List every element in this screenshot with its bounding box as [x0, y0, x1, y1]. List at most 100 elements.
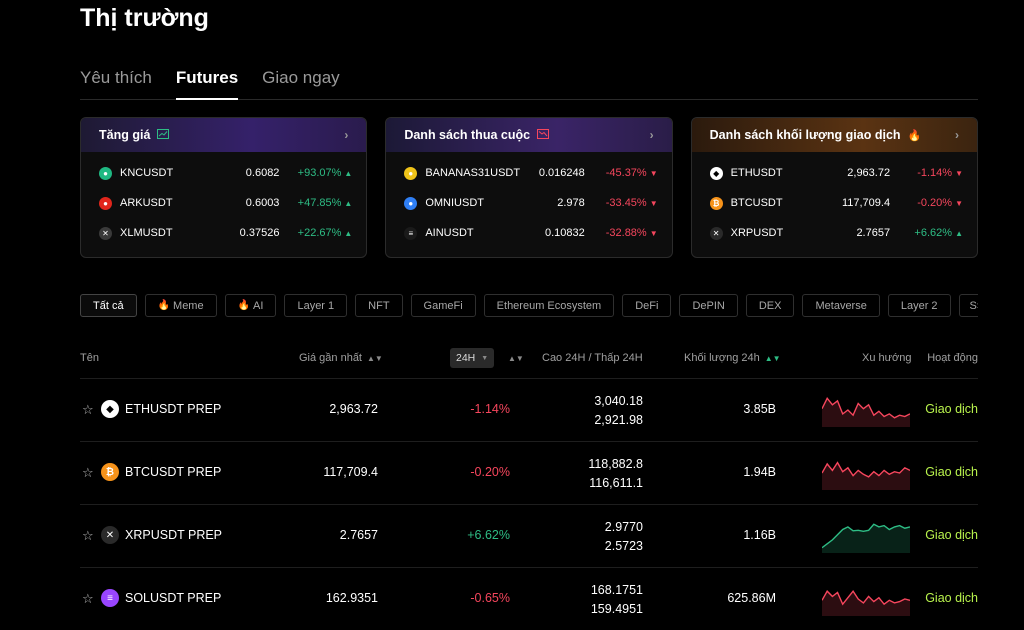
tab-futures[interactable]: Futures [175, 66, 239, 100]
list-item[interactable]: ● BANANAS31USDT 0.016248 -45.37% ▼ [404, 158, 658, 188]
chevron-right-icon: › [954, 128, 959, 142]
page-title: Thị trường [80, 4, 209, 32]
low-24h: 159.4951 [590, 602, 643, 616]
col-volume[interactable]: Khối lượng 24h ▲▼ [684, 352, 781, 364]
symbol: XRPUSDT PREP [125, 528, 223, 542]
filter-chip[interactable]: NFT [355, 294, 403, 317]
trade-link[interactable]: Giao dịch [925, 465, 978, 479]
filter-chip[interactable]: Layer 1 [284, 294, 348, 317]
change-percent: -0.20% [470, 465, 510, 479]
low-24h: 116,611.1 [589, 476, 643, 490]
filter-chip[interactable]: S › [958, 294, 978, 317]
volume-card-title: Danh sách khối lượng giao dịch [709, 128, 901, 142]
table-row[interactable]: ☆ ◆ ETHUSDT PREP 2,963.72 -1.14% 3,040.18 2,92… [80, 378, 978, 441]
table-row[interactable]: ☆ ✕ XRPUSDT PREP 2.7657 +6.62% 2.9770 2.5723 1.… [80, 504, 978, 567]
trade-link[interactable]: Giao dịch [925, 402, 978, 416]
col-last-price[interactable]: Giá gần nhất ▲▼ [299, 352, 383, 364]
price: 2.7657 [856, 227, 891, 239]
period-select[interactable]: 24H ▼ [450, 348, 494, 368]
filter-chip[interactable]: Tất cả [80, 294, 137, 317]
change-percent: -0.20% [917, 197, 953, 209]
losers-card-header[interactable]: Danh sách thua cuộc › [386, 118, 672, 152]
arrow-down-icon: ▼ [955, 198, 963, 208]
filter-chip[interactable]: Ethereum Ecosystem [483, 294, 615, 317]
chevron-down-icon: ▼ [481, 354, 489, 362]
filter-chip-label: Meme [173, 299, 204, 312]
bananas-icon: ● [404, 166, 418, 180]
tab-spot[interactable]: Giao ngay [262, 68, 340, 87]
star-icon[interactable]: ☆ [82, 402, 94, 417]
symbol: XLMUSDT [120, 227, 173, 239]
change-percent: +47.85% [297, 197, 342, 209]
price: 117,709.4 [841, 197, 891, 209]
low-24h: 2,921.98 [594, 413, 643, 427]
volume-list: ◆ ETHUSDT 2,963.72 -1.14% ▼ ₿ BTCUSDT 117,709.4… [692, 152, 977, 248]
knc-icon: ● [99, 166, 112, 180]
list-item[interactable]: ₿ BTCUSDT 117,709.4 -0.20% ▼ [709, 188, 963, 218]
col-action: Hoạt động [927, 352, 978, 364]
volume-24h: 625.86M [727, 591, 776, 605]
col-volume-label: Khối lượng 24h [684, 352, 760, 364]
list-item[interactable]: ≡ AINUSDT 0.10832 -32.88% ▼ [404, 218, 658, 248]
list-item[interactable]: ● OMNIUSDT 2.978 -33.45% ▼ [404, 188, 658, 218]
col-change-sort[interactable]: ▲▼ [503, 352, 524, 364]
btc-icon: ₿ [709, 196, 723, 210]
arrow-up-icon: ▲ [344, 168, 353, 178]
last-price: 117,709.4 [323, 465, 378, 479]
table-row[interactable]: ☆ ≡ SOLUSDT PREP 162.9351 -0.65% 168.1751 159.… [80, 567, 978, 630]
sparkline-line [822, 461, 910, 478]
table-header: Tên Giá gần nhất ▲▼ 24H ▼ ▲▼ Cao 24H / Thấ… [80, 348, 978, 370]
xlm-icon: ✕ [99, 226, 112, 240]
tab-favorites[interactable]: Yêu thích [80, 68, 152, 87]
coin-icon: ✕ [101, 526, 119, 544]
filter-chip[interactable]: 🔥 Meme [144, 294, 217, 317]
price: 0.016248 [538, 167, 585, 179]
filter-chip[interactable]: GameFi [410, 294, 476, 317]
filter-chip[interactable]: DEX [745, 294, 795, 317]
high-24h: 168.1751 [590, 583, 643, 597]
filter-chip[interactable]: Layer 2 [887, 294, 951, 317]
list-item[interactable]: ✕ XRPUSDT 2.7657 +6.62% ▲ [709, 218, 963, 248]
table-row[interactable]: ☆ ₿ BTCUSDT PREP 117,709.4 -0.20% 118,882.8 11… [80, 441, 978, 504]
arrow-up-icon: ▲ [955, 228, 963, 238]
trade-link[interactable]: Giao dịch [925, 528, 978, 542]
change-percent: +6.62% [467, 528, 510, 542]
price: 0.6003 [245, 197, 280, 209]
chevron-right-icon[interactable]: › [977, 300, 978, 312]
symbol: KNCUSDT [120, 167, 174, 179]
filter-chip[interactable]: 🔥 AI [224, 294, 277, 317]
filter-chip[interactable]: DePIN [679, 294, 738, 317]
price: 0.10832 [545, 227, 585, 239]
high-low: 168.1751 159.4951 [591, 581, 643, 619]
chevron-right-icon: › [649, 128, 654, 142]
volume-24h: 1.16B [743, 528, 776, 542]
symbol: SOLUSDT PREP [125, 591, 222, 605]
change-percent: -1.14% [917, 167, 953, 179]
symbol: BTCUSDT [730, 197, 783, 209]
arrow-down-icon: ▼ [649, 228, 658, 238]
filter-chip-label: NFT [368, 299, 390, 312]
gainers-card-header[interactable]: Tăng giá › [81, 118, 367, 152]
trade-link[interactable]: Giao dịch [925, 591, 978, 605]
high-24h: 2.9770 [604, 520, 643, 534]
filter-chip[interactable]: DeFi [622, 294, 672, 317]
star-icon[interactable]: ☆ [82, 591, 94, 606]
arrow-down-icon: ▼ [955, 168, 963, 178]
list-item[interactable]: ✕ XLMUSDT 0.37526 +22.67% ▲ [99, 218, 352, 248]
list-item[interactable]: ● ARKUSDT 0.6003 +47.85% ▲ [99, 188, 352, 218]
volume-card-header[interactable]: Danh sách khối lượng giao dịch 🔥 › [691, 118, 977, 152]
filter-chip-label: DeFi [635, 299, 659, 312]
change-percent: +22.67% [297, 227, 342, 239]
summary-cards: Tăng giá › ● KNCUSDT 0.6082 +93.07% ▲ ● ARKUSD… [80, 117, 978, 258]
list-item[interactable]: ◆ ETHUSDT 2,963.72 -1.14% ▼ [709, 158, 963, 188]
star-icon[interactable]: ☆ [82, 465, 94, 480]
filter-chip[interactable]: Metaverse [802, 294, 880, 317]
price: 2,963.72 [847, 167, 891, 179]
sparkline-line [822, 397, 910, 419]
xrp-icon: ✕ [709, 226, 723, 240]
list-item[interactable]: ● KNCUSDT 0.6082 +93.07% ▲ [99, 158, 352, 188]
arrow-up-icon: ▲ [344, 198, 353, 208]
sparkline-area [822, 398, 910, 427]
star-icon[interactable]: ☆ [82, 528, 94, 543]
filter-chip-label: AI [253, 299, 264, 312]
